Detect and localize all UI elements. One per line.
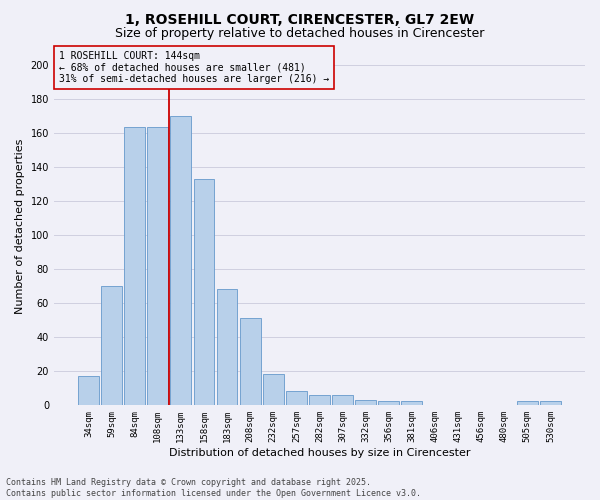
Bar (240, 318, 260, 405)
Bar (194, 178, 214, 405)
Bar (101, 286, 122, 405)
Bar (124, 128, 145, 405)
Text: 1 ROSEHILL COURT: 144sqm
← 68% of detached houses are smaller (481)
31% of semi-: 1 ROSEHILL COURT: 144sqm ← 68% of detach… (59, 51, 329, 84)
Bar (286, 391, 307, 405)
Bar (401, 402, 422, 405)
Bar (540, 402, 561, 405)
Bar (78, 376, 99, 405)
Bar (379, 402, 399, 405)
Bar (517, 402, 538, 405)
Text: 1, ROSEHILL COURT, CIRENCESTER, GL7 2EW: 1, ROSEHILL COURT, CIRENCESTER, GL7 2EW (125, 12, 475, 26)
Bar (148, 128, 168, 405)
Bar (332, 394, 353, 405)
Text: Size of property relative to detached houses in Cirencester: Size of property relative to detached ho… (115, 28, 485, 40)
Bar (309, 394, 330, 405)
Bar (263, 374, 284, 405)
Y-axis label: Number of detached properties: Number of detached properties (15, 138, 25, 314)
X-axis label: Distribution of detached houses by size in Cirencester: Distribution of detached houses by size … (169, 448, 470, 458)
Bar (170, 116, 191, 405)
Bar (217, 289, 238, 405)
Bar (355, 400, 376, 405)
Text: Contains HM Land Registry data © Crown copyright and database right 2025.
Contai: Contains HM Land Registry data © Crown c… (6, 478, 421, 498)
